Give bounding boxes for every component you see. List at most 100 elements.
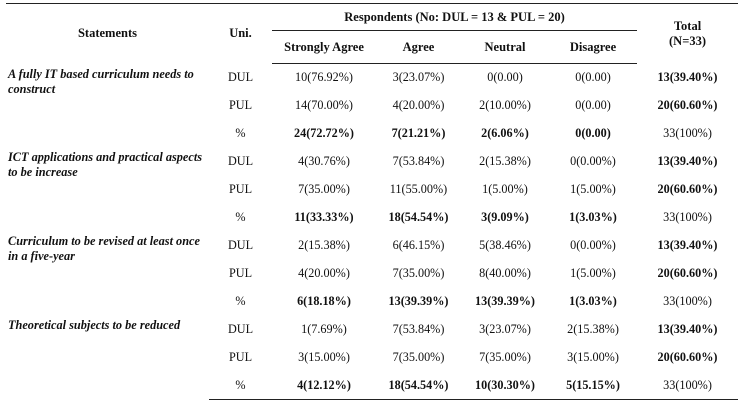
total-cell: 33(100%)	[637, 371, 739, 400]
disagree-cell: 5(15.15%)	[549, 371, 638, 400]
statement-cell: A fully IT based curriculum needs to con…	[8, 66, 194, 96]
total-cell: 13(39.40%)	[657, 69, 718, 84]
strongly-agree-cell: 6(18.18%)	[297, 293, 351, 308]
uni-cell: %	[209, 371, 272, 400]
agree-cell: 13(39.39%)	[388, 293, 449, 308]
disagree-cell: 0(0.00)	[575, 97, 611, 112]
header-strongly-agree: Strongly Agree	[272, 30, 376, 64]
uni-cell: PUL	[228, 97, 253, 112]
statement-cell: Theoretical subjects to be reduced	[8, 318, 181, 332]
disagree-cell: 3(15.00%)	[567, 349, 619, 364]
disagree-cell: 0(0.00%)	[570, 237, 616, 252]
table-row: PUL 14(70.00%) 4(20.00%) 2(10.00%) 0(0.0…	[6, 91, 738, 119]
header-total: Total (N=33)	[637, 3, 739, 64]
neutral-cell: 7(35.00%)	[479, 349, 531, 364]
header-uni: Uni.	[209, 3, 272, 64]
respondents-table: Statements Uni. Respondents (No: DUL = 1…	[6, 3, 739, 400]
neutral-cell: 2(15.38%)	[479, 153, 531, 168]
strongly-agree-cell: 11(33.33%)	[294, 209, 354, 224]
header-total-n: (N=33)	[669, 33, 706, 48]
table-row: Curriculum to be revised at least once i…	[6, 231, 738, 263]
neutral-cell: 10(30.30%)	[461, 371, 549, 400]
neutral-cell: 5(38.46%)	[479, 237, 531, 252]
agree-cell: 7(35.00%)	[392, 349, 445, 364]
table-row: A fully IT based curriculum needs to con…	[6, 64, 738, 96]
agree-cell: 7(35.00%)	[392, 265, 445, 280]
total-cell: 13(39.40%)	[657, 237, 718, 252]
table-row-percent: % 6(18.18%) 13(39.39%) 13(39.39%) 1(3.03…	[6, 287, 738, 315]
table-row-percent: % 4(12.12%) 18(54.54%) 10(30.30%) 5(15.1…	[6, 371, 739, 400]
neutral-cell: 2(10.00%)	[479, 97, 531, 112]
uni-cell: DUL	[227, 153, 254, 168]
total-cell: 33(100%)	[663, 209, 712, 224]
total-cell: 13(39.40%)	[657, 321, 718, 336]
statement-cell: Curriculum to be revised at least once i…	[8, 234, 200, 263]
header-agree: Agree	[376, 30, 461, 64]
strongly-agree-cell: 4(30.76%)	[298, 153, 350, 168]
header-row-top: Statements Uni. Respondents (No: DUL = 1…	[6, 3, 739, 64]
total-cell: 33(100%)	[663, 293, 712, 308]
strongly-agree-cell: 24(72.72%)	[294, 125, 354, 140]
agree-cell: 4(20.00%)	[392, 97, 445, 112]
strongly-agree-cell: 14(70.00%)	[295, 97, 353, 112]
agree-cell: 7(21.21%)	[391, 125, 446, 140]
agree-cell: 7(53.84%)	[392, 153, 445, 168]
uni-cell: DUL	[227, 321, 254, 336]
total-cell: 20(60.60%)	[657, 181, 718, 196]
uni-cell: DUL	[227, 237, 254, 252]
header-row-bottom: Strongly Agree Agree Neutral Disagree	[6, 30, 738, 64]
total-cell: 20(60.60%)	[657, 97, 718, 112]
total-cell: 13(39.40%)	[657, 153, 718, 168]
agree-cell: 18(54.54%)	[388, 209, 449, 224]
neutral-cell: 3(23.07%)	[479, 321, 531, 336]
neutral-cell: 1(5.00%)	[482, 181, 528, 196]
strongly-agree-cell: 2(15.38%)	[298, 237, 350, 252]
statement-cell: ICT applications and practical aspects t…	[8, 150, 203, 179]
table-row-percent: % 11(33.33%) 18(54.54%) 3(9.09%) 1(3.03%…	[6, 203, 738, 231]
strongly-agree-cell: 10(76.92%)	[295, 70, 353, 84]
strongly-agree-cell: 7(35.00%)	[298, 181, 350, 196]
uni-cell: %	[235, 209, 246, 224]
uni-cell: %	[235, 125, 246, 140]
disagree-cell: 1(5.00%)	[570, 265, 616, 280]
total-cell: 33(100%)	[663, 125, 712, 140]
neutral-cell: 8(40.00%)	[479, 265, 531, 280]
table-row-percent: % 24(72.72%) 7(21.21%) 2(6.06%) 0(0.00) …	[6, 119, 738, 147]
strongly-agree-cell: 4(12.12%)	[272, 371, 376, 400]
uni-cell: %	[235, 293, 246, 308]
neutral-cell: 13(39.39%)	[475, 293, 535, 308]
table-row: PUL 4(20.00%) 7(35.00%) 8(40.00%) 1(5.00…	[6, 259, 738, 287]
header-total-label: Total	[673, 18, 702, 33]
total-cell: 20(60.60%)	[657, 265, 718, 280]
disagree-cell: 1(3.03%)	[569, 293, 617, 308]
disagree-cell: 1(3.03%)	[569, 209, 617, 224]
strongly-agree-cell: 4(20.00%)	[298, 265, 350, 280]
neutral-cell: 3(9.09%)	[481, 209, 529, 224]
table-row: PUL 3(15.00%) 7(35.00%) 7(35.00%) 3(15.0…	[6, 343, 738, 371]
agree-cell: 3(23.07%)	[392, 70, 445, 84]
strongly-agree-cell: 3(15.00%)	[298, 349, 350, 364]
table-row: Theoretical subjects to be reduced DUL 1…	[6, 315, 738, 343]
agree-cell: 11(55.00%)	[389, 181, 448, 196]
disagree-cell: 0(0.00)	[575, 70, 611, 84]
total-cell: 20(60.60%)	[657, 349, 718, 364]
table-row: PUL 7(35.00%) 11(55.00%) 1(5.00%) 1(5.00…	[6, 175, 738, 203]
table-body: A fully IT based curriculum needs to con…	[6, 64, 739, 400]
neutral-cell: 0(0.00)	[487, 70, 523, 84]
disagree-cell: 0(0.00)	[575, 125, 611, 140]
disagree-cell: 0(0.00%)	[570, 153, 616, 168]
strongly-agree-cell: 1(7.69%)	[301, 321, 347, 336]
neutral-cell: 2(6.06%)	[481, 125, 529, 140]
uni-cell: DUL	[227, 69, 254, 84]
uni-cell: PUL	[228, 181, 253, 196]
table-row: ICT applications and practical aspects t…	[6, 147, 738, 179]
header-statements: Statements	[6, 3, 209, 64]
disagree-cell: 2(15.38%)	[567, 321, 619, 336]
agree-cell: 7(53.84%)	[392, 321, 445, 336]
disagree-cell: 1(5.00%)	[570, 181, 616, 196]
agree-cell: 18(54.54%)	[376, 371, 461, 400]
uni-cell: PUL	[228, 265, 253, 280]
header-respondents: Respondents (No: DUL = 13 & PUL = 20)	[272, 3, 638, 31]
header-neutral: Neutral	[461, 30, 549, 64]
